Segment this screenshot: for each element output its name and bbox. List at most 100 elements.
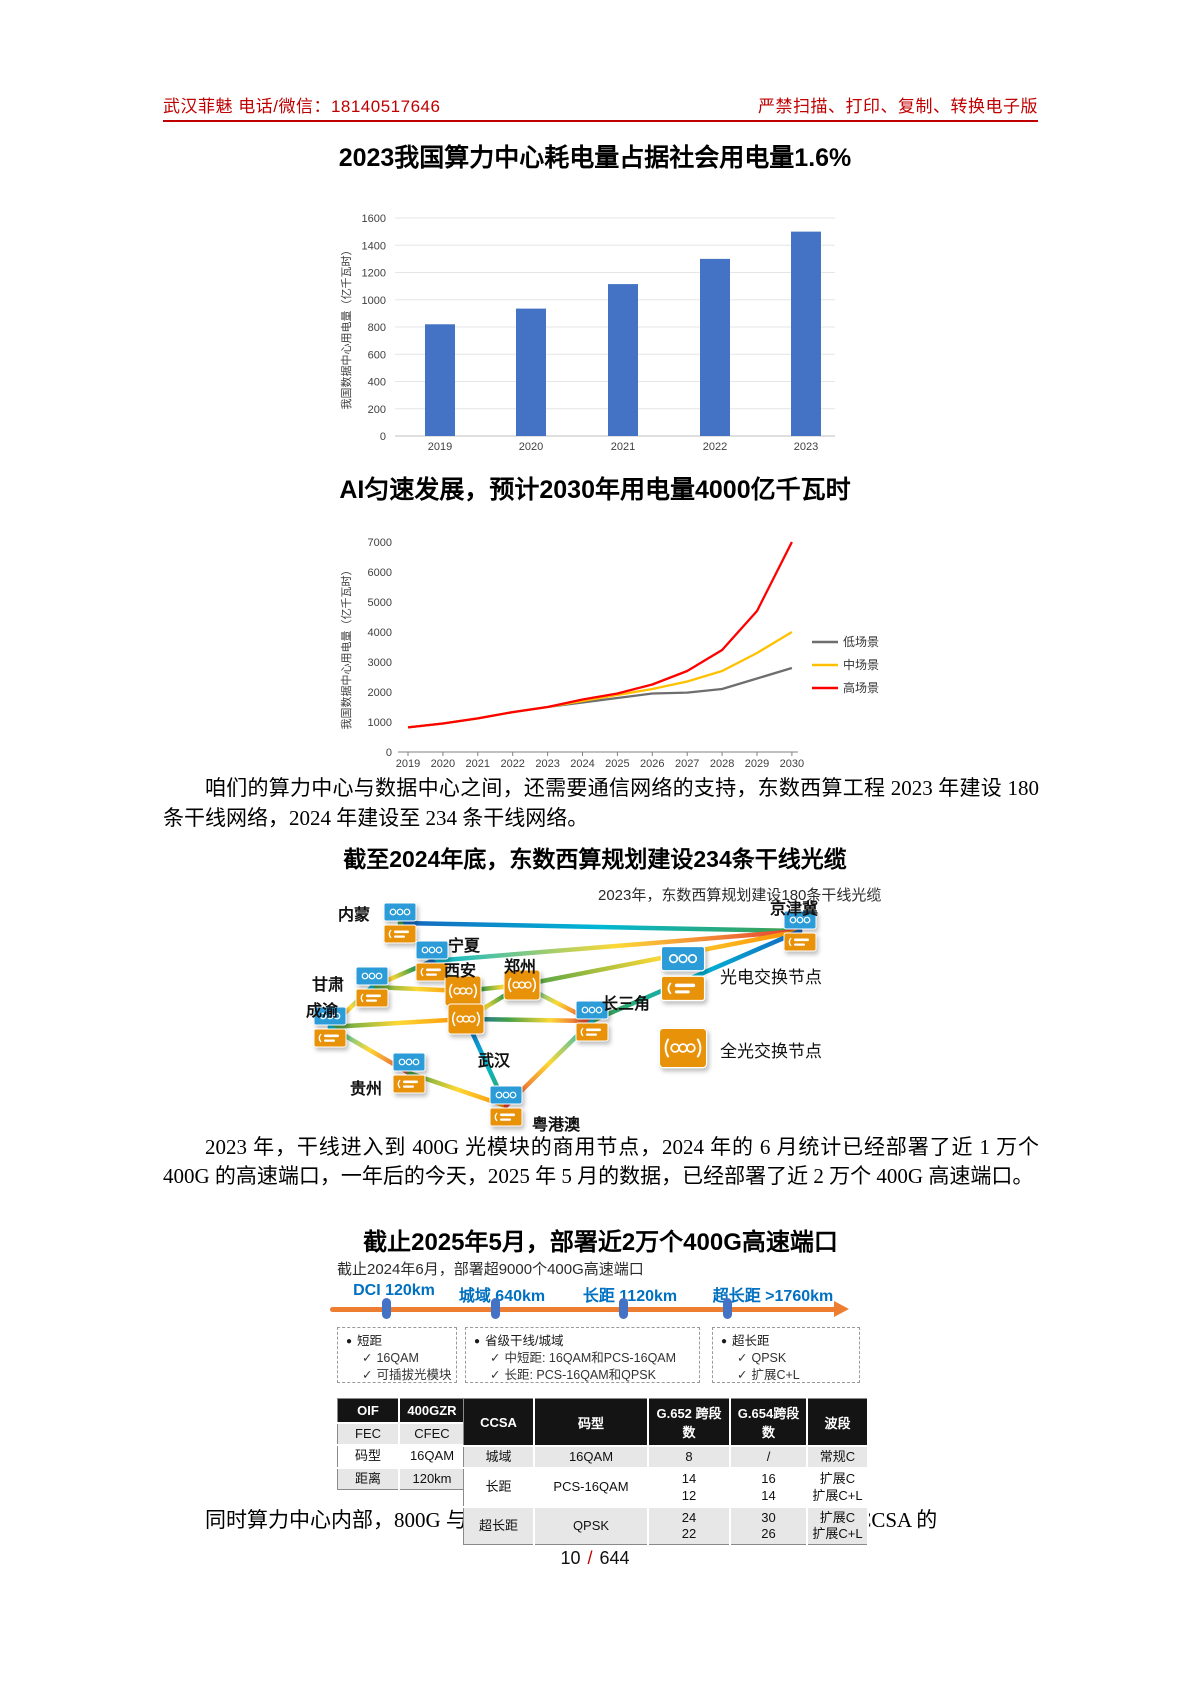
page-separator: /	[587, 1548, 593, 1568]
all-optical-node-icon	[447, 1003, 485, 1035]
edge-neimeng-jingjinji	[397, 920, 803, 934]
x-tick-label: 2020	[431, 758, 455, 770]
box-item: ✓ 长距: PCS-16QAM和QPSK	[490, 1368, 656, 1382]
table-cell: 120km	[399, 1466, 466, 1490]
paragraph-network-support: 咱们的算力中心与数据中心之间，还需要通信网络的支持，东数西算工程 2023 年建…	[163, 776, 1039, 830]
legend-label: 高场景	[843, 680, 879, 695]
x-tick-label: 2020	[519, 441, 543, 453]
y-tick-label: 0	[380, 431, 386, 443]
bar-2019	[425, 324, 455, 436]
column-header: CCSA	[463, 1398, 535, 1446]
table-cell: 超长距	[463, 1505, 535, 1545]
map-node-zhengzhou	[503, 969, 541, 1006]
map-node-label-neimeng: 内蒙	[338, 907, 371, 924]
table-cell: 16QAM	[534, 1444, 649, 1469]
timeline-title: 截止2025年5月，部署近2万个400G高速端口	[363, 1229, 838, 1256]
table-cell: FEC	[337, 1421, 400, 1446]
table-cell: 常规C	[807, 1444, 869, 1469]
map-edges	[327, 920, 803, 1109]
timeline-subtitle: 截止2024年6月，部署超9000个400G高速端口	[337, 1261, 644, 1278]
map-node-label-zhengzhou: 郑州	[504, 959, 537, 976]
table-cell: 16 14	[730, 1467, 808, 1507]
x-tick-label: 2021	[611, 441, 635, 453]
table-row: 超长距 QPSK 24 22 30 26 扩展C 扩展C+L	[463, 1505, 869, 1545]
edge-ningxia-jingjinji	[429, 928, 803, 964]
timeline-stop-marker	[490, 1298, 500, 1319]
y-axis-title: 我国数据中心用电量（亿千瓦时）	[339, 245, 353, 410]
map-node-xian	[444, 975, 482, 1012]
header-right-text: 严禁扫描、打印、复制、转换电子版	[758, 97, 1038, 116]
check-icon: ✓	[737, 1351, 748, 1365]
photoelectric-node-icon	[392, 1052, 426, 1094]
bullet-icon: ●	[474, 1336, 481, 1347]
y-tick-label: 800	[368, 322, 386, 334]
map-node-label-ningxia: 宁夏	[448, 938, 481, 955]
table-cell: CFEC	[399, 1421, 466, 1446]
check-icon: ✓	[362, 1368, 373, 1382]
y-tick-label: 7000	[368, 537, 392, 549]
check-icon: ✓	[737, 1368, 748, 1382]
table-head: OIF 400GZR	[337, 1398, 466, 1423]
box-item: ✓ 扩展C+L	[737, 1368, 800, 1382]
modulation-box-1: ● 省级干线/城域 ✓ 中短距: 16QAM和PCS-16QAM ✓ 长距: PCS-16…	[465, 1327, 700, 1383]
table-body: 城域 16QAM 8/常规C 长距 PCS-16QAM 14 12 16 14 扩展C 扩展C…	[463, 1444, 869, 1545]
timeline-arrowhead-icon	[834, 1301, 849, 1317]
series-高场景	[407, 541, 793, 729]
bar-2022	[700, 258, 730, 436]
y-tick-label: 3000	[368, 657, 392, 669]
table-cell: PCS-16QAM	[534, 1467, 649, 1507]
table-row: 码型 16QAM	[337, 1444, 466, 1468]
bar-2021	[608, 284, 638, 436]
box-title: ● 超长距	[721, 1334, 770, 1348]
photoelectric-node-icon	[355, 966, 389, 1008]
y-tick-label: 1000	[362, 295, 386, 307]
line-chart-title: AI匀速发展，预计2030年用电量4000亿千瓦时	[339, 476, 851, 504]
map-node-label-wuhan: 武汉	[478, 1053, 511, 1070]
map-legend-label-pe: 光电交换节点	[720, 968, 822, 987]
y-tick-label: 6000	[368, 567, 392, 579]
table-row: 城域 16QAM 8/常规C	[463, 1444, 869, 1469]
map-node-wuhan	[447, 1003, 485, 1040]
photoelectric-node-icon	[660, 945, 706, 1002]
x-tick-label: 2021	[466, 758, 490, 770]
map-node-label-guizhou: 贵州	[350, 1081, 383, 1098]
page-total: 644	[599, 1548, 630, 1568]
x-tick-label: 2019	[428, 441, 452, 453]
table-row: FEC CFEC	[337, 1421, 466, 1446]
map-node-yuegangao	[489, 1085, 523, 1132]
box-item: ✓ 16QAM	[362, 1351, 419, 1365]
x-tick-label: 2029	[745, 758, 769, 770]
table-row: 长距 PCS-16QAM 14 12 16 14 扩展C 扩展C+L	[463, 1467, 869, 1507]
series-中场景	[407, 631, 793, 729]
x-tick-label: 2022	[703, 441, 727, 453]
check-icon: ✓	[490, 1351, 501, 1365]
check-icon: ✓	[362, 1351, 373, 1365]
table-cell: 扩展C 扩展C+L	[807, 1467, 869, 1507]
column-header: G.652 跨段数	[648, 1398, 731, 1446]
y-tick-label: 2000	[368, 687, 392, 699]
edge-wuhan-changsanjiao	[463, 1016, 595, 1024]
page-header: 武汉菲魅 电话/微信：18140517646 严禁扫描、打印、复制、转换电子版	[163, 92, 1038, 122]
table-cell: 距离	[337, 1466, 400, 1490]
column-header: OIF	[337, 1398, 400, 1423]
page-current: 10	[560, 1548, 581, 1568]
check-icon: ✓	[490, 1368, 501, 1382]
y-tick-label: 600	[368, 349, 386, 361]
photoelectric-node-icon	[783, 910, 817, 952]
table-cell: 24 22	[648, 1505, 731, 1545]
x-tick-label: 2030	[780, 758, 804, 770]
map-node-neimeng	[383, 902, 417, 949]
map-legend-icon-pe	[660, 945, 706, 1007]
timeline-stop-marker	[618, 1298, 628, 1319]
x-tick-label: 2026	[640, 758, 664, 770]
y-tick-label: 1600	[362, 213, 386, 225]
y-tick-label: 4000	[368, 627, 392, 639]
page-number: 10 / 644	[0, 1548, 1190, 1569]
map-node-gansu	[355, 966, 389, 1013]
x-tick-label: 2023	[535, 758, 559, 770]
line-chart: 0 1000 2000 3000 4000 5000 6000 7000 2019 2020 202…	[339, 537, 879, 770]
table-header-row: OIF 400GZR	[337, 1398, 466, 1423]
table-cell: 扩展C 扩展C+L	[807, 1505, 869, 1545]
map-node-label-xian: 西安	[444, 963, 477, 980]
bullet-icon: ●	[346, 1336, 353, 1347]
